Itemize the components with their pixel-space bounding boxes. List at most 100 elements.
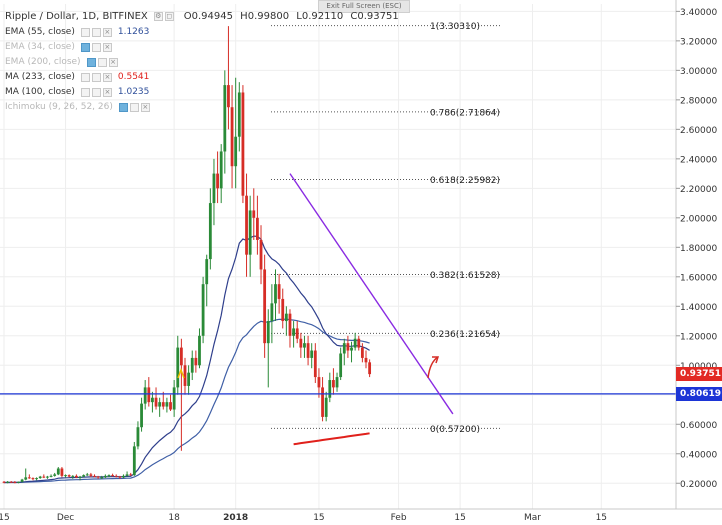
settings-icon[interactable] [91, 88, 101, 97]
indicator-controls[interactable]: × [86, 58, 118, 67]
indicator-row[interactable]: EMA (55, close) × 1.1263 [5, 25, 399, 40]
candle-up [82, 475, 86, 477]
eye-icon[interactable] [118, 103, 128, 112]
candle-down [27, 477, 31, 479]
indicator-controls[interactable]: × [80, 28, 112, 37]
eye-icon[interactable] [80, 88, 90, 97]
candle-up [6, 481, 10, 483]
settings-icon[interactable] [97, 58, 107, 67]
low-label: L [296, 10, 302, 22]
candle-up [201, 284, 205, 336]
x-tick-label: 15 [0, 513, 10, 523]
x-tick-label: 15 [596, 513, 607, 523]
descending-trendline [289, 173, 454, 415]
y-tick-label: 0.60000 [680, 421, 717, 431]
remove-icon[interactable]: × [102, 88, 112, 97]
indicator-row[interactable]: Ichimoku (9, 26, 52, 26) × [5, 100, 399, 115]
candle-down [256, 217, 259, 240]
candle-down [161, 402, 165, 407]
remove-icon[interactable]: × [140, 103, 150, 112]
eye-icon[interactable] [80, 73, 90, 82]
indicator-controls[interactable]: × [118, 103, 150, 112]
candle-up [328, 380, 332, 398]
fib-level-label: 1(3.30310) [430, 22, 480, 32]
exit-fullscreen-button[interactable]: Exit Full Screen (ESC) [318, 0, 410, 13]
candle-down [154, 397, 158, 407]
candle-down [194, 357, 198, 366]
candle-up [107, 475, 111, 477]
eye-icon[interactable] [80, 43, 90, 52]
candle-down [299, 338, 303, 348]
settings-icon[interactable]: ⚙ [153, 11, 163, 21]
candle-down [114, 475, 118, 477]
y-tick-label: 1.60000 [680, 273, 717, 283]
fib-level-label: 0.236(1.21654) [430, 330, 500, 340]
candle-down [357, 338, 361, 348]
candle-down [129, 474, 133, 476]
indicator-row[interactable]: MA (233, close) × 0.5541 [5, 70, 399, 85]
candle-down [317, 377, 321, 388]
close-value: 0.93751 [357, 10, 399, 22]
candle-up [158, 402, 162, 407]
candle-down [147, 387, 151, 403]
indicator-list: EMA (55, close) × 1.1263 EMA (34, close) × EM… [5, 25, 399, 115]
indicator-controls[interactable]: × [80, 88, 112, 97]
ema-55-line [4, 235, 370, 484]
settings-icon[interactable] [91, 73, 101, 82]
symbol-controls[interactable]: ⚙ ◻ [153, 11, 174, 21]
fib-level-label: 0.786(2.71864) [430, 108, 500, 118]
candle-up [38, 476, 42, 479]
candle-up [198, 335, 201, 366]
candle-down [230, 107, 234, 167]
settings-icon[interactable] [91, 43, 101, 52]
indicator-controls[interactable]: × [80, 43, 112, 52]
candle-down [183, 365, 187, 386]
candle-down [118, 476, 122, 478]
indicator-row[interactable]: EMA (34, close) × [5, 40, 399, 55]
candle-up [71, 475, 75, 477]
candle-down [245, 195, 248, 255]
candle-down [346, 343, 350, 351]
candle-up [53, 474, 57, 476]
candle-up [219, 151, 223, 189]
candle-down [321, 387, 324, 417]
indicator-row[interactable]: MA (100, close) × 1.0235 [5, 85, 399, 100]
y-tick-label: 0.40000 [680, 450, 717, 460]
candle-up [46, 476, 49, 478]
candle-up [140, 403, 143, 428]
breakout-arrowhead [432, 356, 440, 364]
settings-icon[interactable] [91, 28, 101, 37]
candle-down [288, 313, 292, 336]
chart-grid [0, 4, 676, 509]
remove-icon[interactable]: × [102, 43, 112, 52]
x-tick-label: Feb [391, 513, 407, 523]
candle-down [227, 85, 230, 108]
settings-icon[interactable] [129, 103, 139, 112]
candle-up [165, 402, 169, 407]
y-tick-label: 3.40000 [680, 8, 717, 18]
last-price-tag: 0.93751 [676, 367, 722, 382]
x-tick-label: 18 [168, 513, 180, 523]
time-axis: 15 Dec 18 2018 15 Feb 15 Mar 15 [0, 508, 722, 523]
open-label: O [183, 10, 192, 22]
remove-icon[interactable]: × [102, 28, 112, 37]
eye-icon[interactable] [80, 28, 90, 37]
eye-icon[interactable] [86, 58, 96, 67]
candle-up [56, 468, 60, 475]
hide-icon[interactable]: ◻ [164, 11, 174, 21]
candle-up [266, 321, 270, 344]
candle-up [212, 173, 216, 204]
candle-down [2, 481, 6, 483]
remove-icon[interactable]: × [102, 73, 112, 82]
candle-down [332, 380, 335, 388]
candlesticks [2, 26, 372, 484]
candle-up [237, 92, 241, 137]
indicator-row[interactable]: EMA (200, close) × [5, 55, 399, 70]
indicator-controls[interactable]: × [80, 73, 112, 82]
candle-down [89, 474, 93, 476]
candle-down [259, 239, 263, 270]
remove-icon[interactable]: × [108, 58, 118, 67]
y-tick-label: 1.80000 [680, 244, 717, 254]
indicator-name: EMA (200, close) [5, 57, 81, 67]
